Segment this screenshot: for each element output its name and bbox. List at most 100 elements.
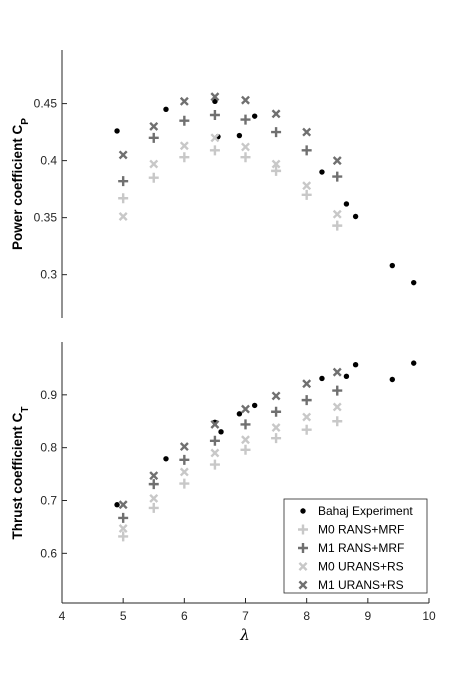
thrust-point-m1-urans-rs [118,500,128,510]
legend-entry-bahaj-experiment: Bahaj Experiment [300,504,413,518]
thrust-point-m1-urans-rs [149,471,159,481]
legend-entry-m1-urans-rs: M1 URANS+RS [298,578,404,592]
power-point-bahaj-experiment [163,106,169,113]
power-point-m1-rans-mrf [271,127,282,138]
thrust-point-m0-urans-rs [149,493,159,503]
power-point-m0-urans-rs [210,133,220,143]
power-point-m0-rans-mrf [209,145,220,156]
thrust-point-m1-rans-mrf [148,479,159,490]
power-y-ticks: 0.3 0.35 0.4 0.45 [34,97,67,282]
thrust-point-m1-rans-mrf [240,419,251,430]
thrust-point-m1-rans-mrf [271,406,282,417]
thrust-point-m1-urans-rs [179,442,189,452]
thrust-point-bahaj-experiment [319,375,325,382]
thrust-axes: 0.6 0.7 0.8 0.9 4 5 6 7 8 9 10 [40,342,436,623]
legend-marker-m0-urans-rs [298,562,308,571]
thrust-point-m0-rans-mrf [301,424,312,435]
thrust-point-m1-rans-mrf [118,512,129,523]
power-point-m0-urans-rs [271,159,281,169]
thrust-point-bahaj-experiment [389,376,395,383]
power-series-m0-urans-rs [118,133,342,221]
power-point-m1-rans-mrf [240,114,251,125]
power-point-m0-rans-mrf [240,152,251,163]
thrust-series-m0-rans-mrf [118,416,343,542]
power-point-bahaj-experiment [236,132,243,139]
power-series-m1-urans-rs [118,92,342,166]
thrust-y-ticks: 0.6 0.7 0.8 0.9 [40,388,67,560]
power-data-marks [114,92,417,286]
thrust-point-m1-rans-mrf [209,435,220,446]
thrust-y-axis-label: Thrust coefficient CT [10,407,31,540]
power-point-m0-urans-rs [241,142,250,152]
power-point-m0-rans-mrf [148,172,159,183]
legend-box [283,498,428,594]
thrust-x-ticks: 4 5 6 7 8 9 10 [59,598,436,623]
thrust-data-marks [114,360,417,542]
power-y-axis-label: Power coefficient CP [10,118,31,250]
power-point-bahaj-experiment [343,201,350,207]
power-point-m0-rans-mrf [118,193,129,204]
thrust-y-axis-label-main: Thrust coefficient C [10,412,25,539]
thrust-y-tick-label: 0.9 [40,388,57,402]
power-point-m0-urans-rs [118,212,128,221]
power-point-bahaj-experiment [251,113,258,119]
thrust-y-tick-label: 0.7 [40,494,57,508]
legend: Bahaj Experiment M0 RANS+MRF M1 RANS+MRF M0… [283,498,428,594]
legend-marker-m0-rans-mrf [298,524,308,535]
thrust-point-bahaj-experiment [163,456,169,462]
power-point-bahaj-experiment [319,169,325,175]
thrust-point-m0-urans-rs [241,435,250,445]
power-point-m1-urans-rs [241,95,250,105]
legend-entry-m0-urans-rs: M0 URANS+RS [298,560,404,574]
x-tick-label: 7 [242,609,249,623]
thrust-series-m1-rans-mrf [118,385,343,523]
power-point-m1-urans-rs [179,96,189,106]
thrust-y-tick-label: 0.8 [40,441,57,455]
legend-label-m1-urans-rs: M1 URANS+RS [318,578,404,592]
x-tick-label: 5 [120,609,127,623]
power-point-m1-rans-mrf [148,132,159,143]
power-series-m1-rans-mrf [118,110,343,187]
power-series-bahaj-experiment [114,98,417,286]
power-point-m1-urans-rs [210,92,220,102]
power-point-m1-urans-rs [149,121,159,131]
power-point-m0-rans-mrf [179,152,190,163]
power-axes: 0.3 0.35 0.4 0.45 [34,50,67,318]
thrust-y-tick-label: 0.6 [40,546,57,560]
legend-marker-m1-rans-mrf [298,543,308,553]
thrust-point-m0-rans-mrf [209,459,220,470]
thrust-point-m1-rans-mrf [301,395,312,406]
legend-label-m0-urans-rs: M0 URANS+RS [318,560,404,574]
power-y-tick-label: 0.4 [40,154,57,168]
x-tick-label: 4 [59,609,66,623]
power-point-m0-rans-mrf [332,220,343,231]
power-point-m1-rans-mrf [209,110,220,121]
thrust-point-m0-rans-mrf [332,416,343,427]
thrust-point-m0-urans-rs [118,524,128,533]
power-point-m1-rans-mrf [332,171,343,182]
thrust-point-bahaj-experiment [343,373,350,380]
thrust-point-m1-urans-rs [332,367,342,377]
power-point-bahaj-experiment [212,98,218,105]
power-point-m0-urans-rs [332,209,342,219]
thrust-point-m1-urans-rs [302,379,312,389]
thrust-coefficient-chart: 0.6 0.7 0.8 0.9 4 5 6 7 8 9 10 Thrust coefficient… [10,342,436,644]
legend-marker-m1-urans-rs [298,580,308,590]
thrust-series-m0-urans-rs [118,402,342,533]
x-tick-label: 10 [422,609,436,623]
power-point-m1-rans-mrf [301,145,312,156]
power-point-m1-urans-rs [118,150,128,160]
power-point-m1-rans-mrf [118,176,129,187]
thrust-point-m0-rans-mrf [179,478,190,489]
power-point-m0-urans-rs [149,159,159,169]
thrust-point-m1-urans-rs [241,404,250,414]
power-coefficient-chart: 0.3 0.35 0.4 0.45 Power coefficient CP [10,50,417,318]
thrust-point-m0-urans-rs [332,402,342,412]
power-point-m1-urans-rs [332,156,342,166]
thrust-y-axis-label-sub: T [20,407,31,413]
thrust-point-bahaj-experiment [411,360,417,366]
legend-label-bahaj-experiment: Bahaj Experiment [318,504,413,518]
thrust-point-m0-urans-rs [271,423,281,433]
power-point-m0-rans-mrf [301,189,312,200]
